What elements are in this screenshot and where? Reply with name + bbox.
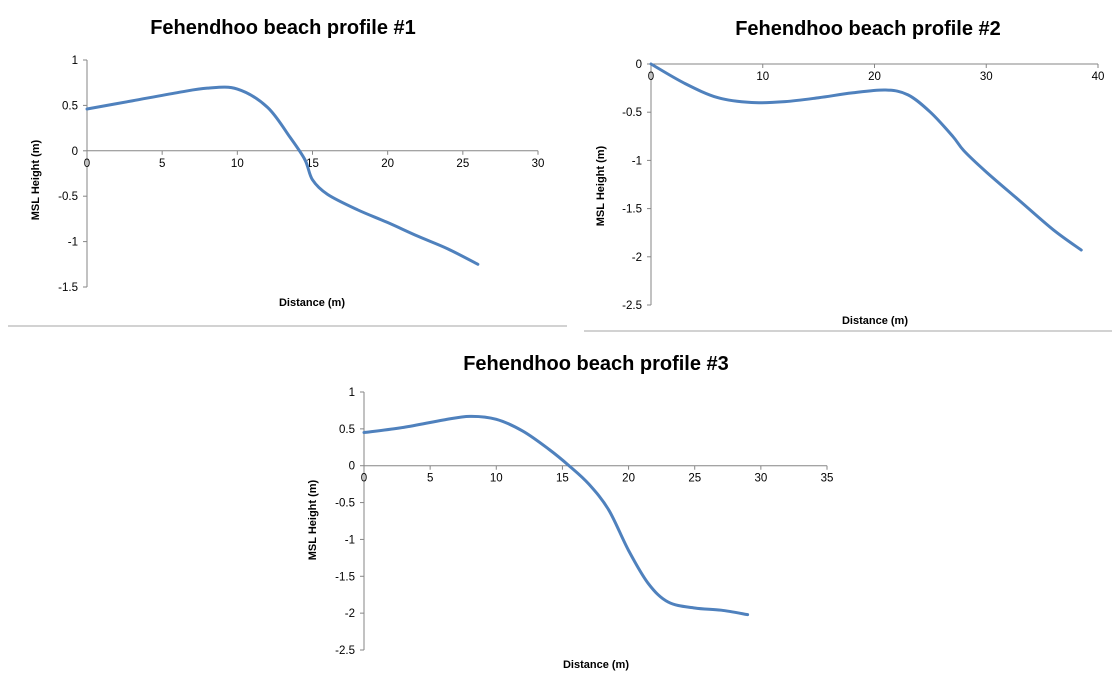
y-tick-label: 0.5 [339,424,355,436]
y-tick-label: -1.5 [58,282,78,294]
beach-profile-1-chart: Fehendhoo beach profile #1 1 0.5 0 -0.5 -1 -1.… [8,17,567,327]
x-tick-label: 10 [490,473,503,485]
x-axis-title: Distance (m) [842,315,908,327]
x-tick-label: 0 [361,473,367,485]
x-tick-label: 30 [754,473,767,485]
x-axis-title: Distance (m) [279,297,345,309]
y-axis-title: MSL Height (m) [307,479,319,560]
beach-profile-3-chart: Fehendhoo beach profile #3 1 0.5 0 -0.5 -1 -1.… [307,353,833,671]
x-tick-label: 10 [756,71,769,83]
y-tick-label: -1.5 [622,204,642,216]
x-tick-label: 15 [306,158,319,170]
y-tick-label: 0 [349,461,355,473]
y-tick-label: -2.5 [622,300,642,312]
y-tick-label: -2 [632,252,642,264]
x-tick-label: 0 [648,71,654,83]
x-tick-label: 20 [381,158,394,170]
y-tick-label: 0.5 [62,100,78,112]
x-tick-label: 5 [427,473,433,485]
x-tick-label: 20 [868,71,881,83]
y-tick-label: -1 [345,534,355,546]
y-tick-label: -1 [632,155,642,167]
y-tick-label: -0.5 [58,191,78,203]
x-tick-label: 35 [821,473,834,485]
y-tick-label: -2.5 [335,645,355,657]
x-tick-label: 15 [556,473,569,485]
profile-line-series [362,414,750,617]
y-tick-label: -1 [68,237,78,249]
profile-line-series [85,85,480,266]
y-tick-label: 1 [349,387,355,399]
y-tick-label: 0 [636,59,642,71]
x-axis-title: Distance (m) [563,659,629,671]
x-tick-label: 0 [84,158,90,170]
x-tick-label: 5 [159,158,165,170]
x-tick-label: 10 [231,158,244,170]
x-tick-label: 30 [980,71,993,83]
chart-title: Fehendhoo beach profile #1 [150,17,416,39]
x-tick-label: 20 [622,473,635,485]
y-tick-label: 1 [72,55,78,67]
y-tick-label: 0 [72,146,78,158]
y-tick-label: -0.5 [622,107,642,119]
x-tick-label: 30 [532,158,545,170]
beach-profile-2-chart: Fehendhoo beach profile #2 0 -0.5 -1 -1.5 -2 -… [584,18,1112,332]
y-axis-title: MSL Height (m) [595,145,607,226]
y-tick-label: -2 [345,608,355,620]
x-tick-label: 25 [688,473,701,485]
profile-line-series [649,62,1083,252]
chart-title: Fehendhoo beach profile #3 [463,353,729,375]
y-axis-title: MSL Height (m) [30,139,42,220]
chart-title: Fehendhoo beach profile #2 [735,18,1001,40]
y-tick-label: -0.5 [335,498,355,510]
x-tick-label: 40 [1092,71,1105,83]
x-tick-label: 25 [456,158,469,170]
y-tick-label: -1.5 [335,571,355,583]
